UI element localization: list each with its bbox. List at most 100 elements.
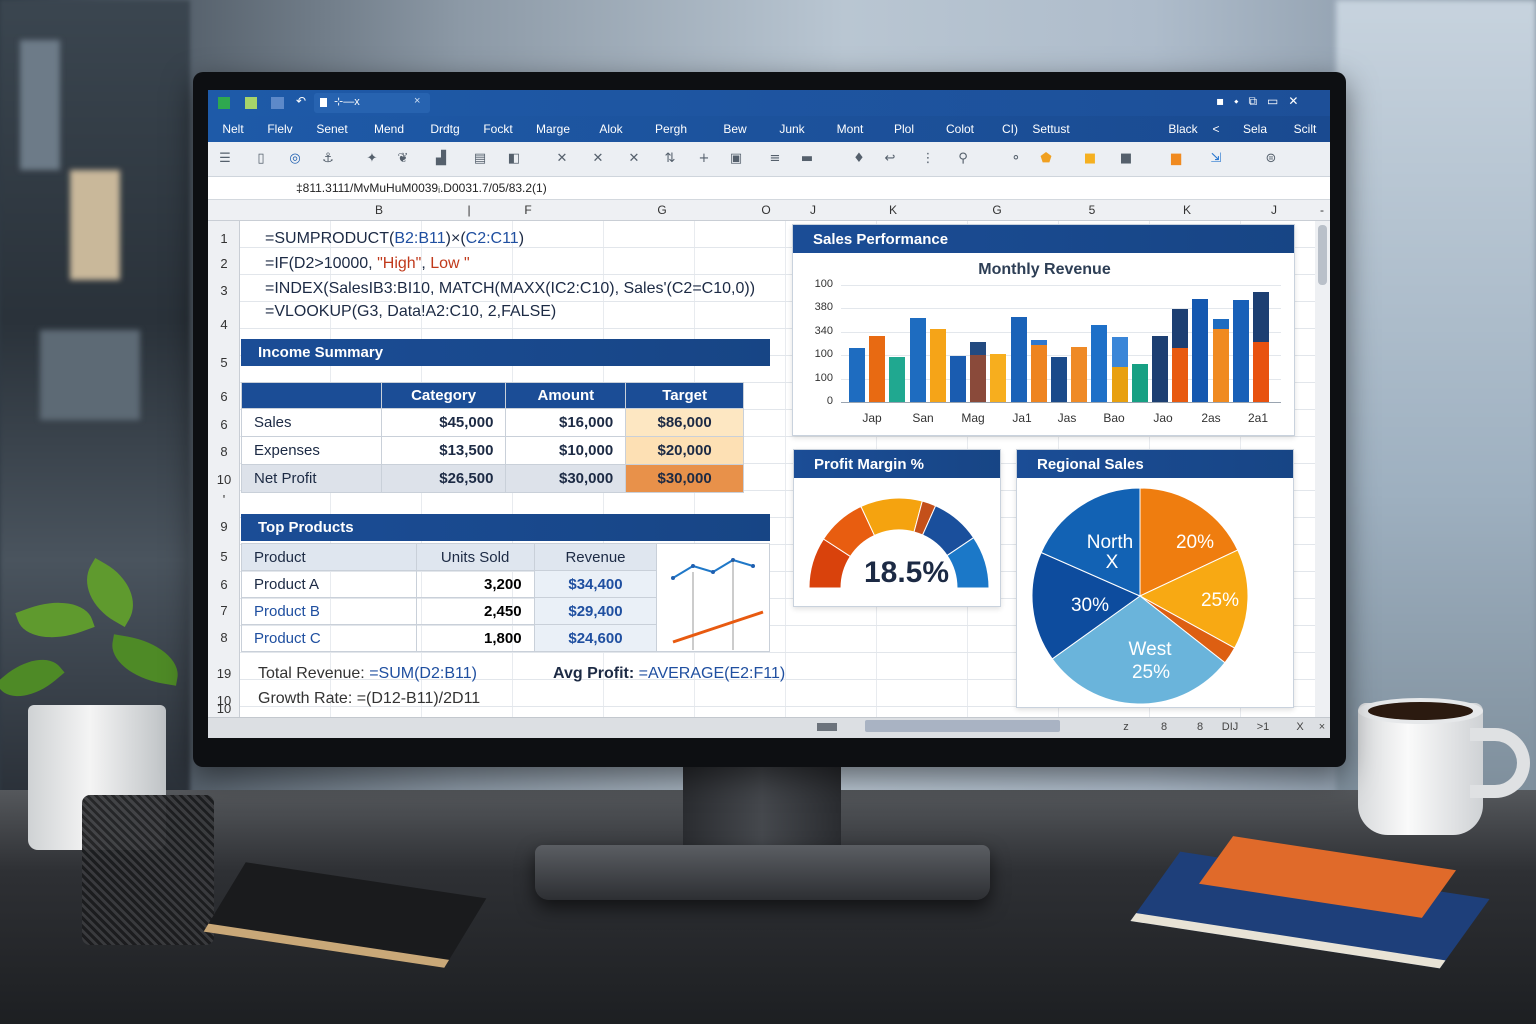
status-button[interactable]: × [1318,721,1326,733]
bar[interactable] [1071,346,1088,402]
row-header[interactable]: 10 [216,701,232,716]
column-header[interactable]: - [1320,203,1324,217]
formula-bar[interactable]: ‡811.3111/MvMuHuM0039ᵢ.D0031.7/05/83.2(1… [208,177,1330,200]
table-cell[interactable]: 1,800 [415,624,535,652]
align-icon[interactable]: ≡ [769,151,781,166]
table-cell[interactable]: $10,000 [505,436,627,465]
panel-icon[interactable]: ▯ [257,151,265,166]
row-header[interactable]: ' [222,492,226,507]
anchor-icon[interactable]: ⚓ [322,151,334,166]
status-button[interactable]: X [1296,721,1304,733]
formula-cell[interactable]: =INDEX(SalesIB3:BI10, MATCH(MAXX(IC2:C10… [265,279,755,298]
undo-icon[interactable]: ↶ [296,94,307,108]
bar[interactable] [1152,336,1168,402]
tab-close-button[interactable]: × [414,95,421,107]
total-revenue-cell[interactable]: Total Revenue: =SUM(D2:B11) [258,665,477,683]
row-header[interactable]: 3 [220,283,228,298]
bar-segment[interactable] [1111,366,1128,402]
table-cell[interactable]: $45,000 [380,408,507,437]
column-header[interactable]: G [992,203,1002,217]
filter-icon[interactable]: ⋮ [921,151,935,166]
row-header[interactable]: 6 [220,417,228,432]
row-header[interactable]: 10 [216,472,232,487]
image-icon[interactable]: ▣ [729,151,743,166]
menu-item[interactable]: Plol [893,122,915,136]
fill-icon[interactable]: ▬ [800,151,814,166]
row-header[interactable]: 5 [220,355,228,370]
menu-item[interactable]: Black [1168,122,1198,136]
menu-item[interactable]: Marge [535,122,571,136]
bar[interactable] [1192,299,1209,402]
table-cell[interactable]: $13,500 [380,436,507,465]
table-cell[interactable]: 3,200 [415,570,535,598]
table-icon[interactable]: ▤ [473,151,487,166]
menu-icon[interactable]: ☰ [219,151,231,166]
menu-item[interactable]: < [1212,122,1220,136]
column-header[interactable]: 5 [1088,203,1096,217]
sort-icon[interactable]: ⇅ [664,151,676,166]
vertical-scrollbar[interactable] [1315,221,1330,717]
menu-item[interactable]: Nelt [222,122,244,136]
bar[interactable] [849,348,865,402]
table-cell[interactable]: Product C [241,624,417,652]
maximize-icon[interactable]: ▭ [1267,94,1279,108]
settings-icon[interactable]: ⊜ [1265,151,1277,166]
link-icon[interactable]: ⚲ [958,151,968,166]
undo-icon[interactable]: ↩ [884,151,896,166]
bar-segment[interactable] [1172,348,1189,402]
menu-item[interactable]: Colot [945,122,975,136]
menu-item[interactable]: Pergh [654,122,688,136]
menu-item[interactable]: Mont [836,122,864,136]
table-cell[interactable]: $34,400 [533,570,658,598]
menu-item[interactable]: Junk [779,122,805,136]
table-cell[interactable]: Expenses [241,436,382,465]
bar[interactable] [1051,357,1067,402]
border-icon[interactable]: ■ [1119,151,1133,166]
row-header[interactable]: 1 [220,231,228,246]
menu-item[interactable]: Scilt [1293,122,1317,136]
formula-cell[interactable]: =IF(D2>10000, "High", Low " [265,254,470,273]
brush-icon[interactable]: ❦ [397,151,409,166]
cross-icon[interactable]: ✕ [556,151,568,166]
bar[interactable] [990,353,1007,402]
menu-item[interactable]: Flelv [267,122,293,136]
bar[interactable] [1091,325,1108,402]
pin-icon[interactable]: ⬩ [1234,94,1239,108]
table-cell[interactable]: $26,500 [380,464,507,493]
column-header[interactable]: B [374,203,384,217]
bar[interactable] [889,356,906,402]
bar[interactable] [929,328,946,402]
horizontal-scroll-thumb[interactable] [865,720,1060,732]
table-cell[interactable]: Product B [241,597,417,625]
grid-icon[interactable] [271,97,284,109]
row-header[interactable]: 10 [216,693,232,708]
bucket-icon[interactable]: ⬟ [1040,151,1052,166]
row-header[interactable]: 8 [220,444,228,459]
table-cell[interactable]: $24,600 [533,624,658,652]
menu-item[interactable]: Senet [316,122,348,136]
status-button[interactable]: z [1123,721,1129,733]
status-button[interactable]: >1 [1256,721,1270,733]
table-cell[interactable]: $30,000 [505,464,627,493]
column-header[interactable]: K [888,203,898,217]
menu-item[interactable]: Mend [373,122,405,136]
menu-item[interactable]: Drdtg [430,122,460,136]
row-header[interactable]: 19 [216,666,232,681]
bar[interactable] [1010,317,1027,402]
bar-segment[interactable] [1030,344,1047,402]
bar[interactable] [869,335,886,402]
column-header[interactable]: K [1182,203,1192,217]
table-cell[interactable]: Product A [241,570,417,598]
cross-icon[interactable]: ✕ [628,151,640,166]
formula-cell[interactable]: =VLOOKUP(G3, Data!A2:C10, 2,FALSE) [265,302,556,321]
plus-icon[interactable]: + [698,151,710,166]
search-icon[interactable]: ⚬ [1010,151,1022,166]
status-button[interactable]: 8 [1196,721,1204,733]
merge-icon[interactable]: ◧ [507,151,521,166]
table-cell[interactable]: $16,000 [505,408,627,437]
row-header[interactable]: 4 [220,317,228,332]
table-cell[interactable]: $20,000 [625,436,744,465]
column-header[interactable]: J [1271,203,1277,217]
bar[interactable] [950,355,966,402]
menu-item[interactable]: Bew [723,122,747,136]
